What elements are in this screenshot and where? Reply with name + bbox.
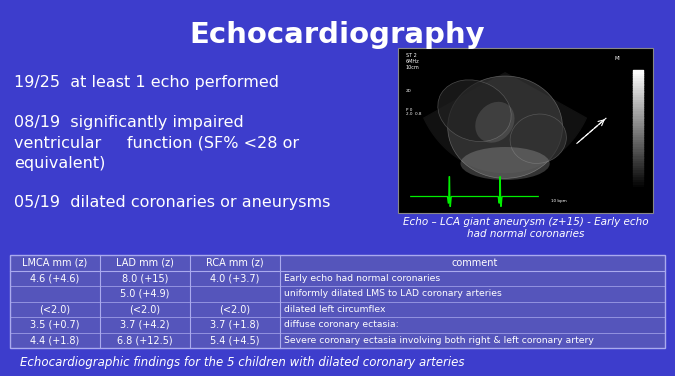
Text: Echocardiography: Echocardiography (189, 21, 485, 49)
Text: 5.4 (+4.5): 5.4 (+4.5) (210, 335, 260, 345)
Text: Early echo had normal coronaries: Early echo had normal coronaries (284, 274, 440, 283)
Text: MI: MI (615, 56, 620, 61)
Text: (<2.0): (<2.0) (219, 304, 250, 314)
Text: Echocardiographic findings for the 5 children with dilated coronary arteries: Echocardiographic findings for the 5 chi… (20, 356, 464, 369)
Text: diffuse coronary ectasia:: diffuse coronary ectasia: (284, 320, 399, 329)
Text: 3.5 (+0.7): 3.5 (+0.7) (30, 320, 80, 330)
Text: RCA mm (z): RCA mm (z) (206, 258, 264, 268)
Text: Severe coronary ectasia involving both right & left coronary artery: Severe coronary ectasia involving both r… (284, 336, 594, 345)
Text: comment: comment (452, 258, 498, 268)
Ellipse shape (448, 76, 562, 178)
Ellipse shape (475, 102, 514, 143)
Text: dilated left circumflex: dilated left circumflex (284, 305, 385, 314)
Text: 4.0 (+3.7): 4.0 (+3.7) (211, 273, 260, 283)
Text: uniformly dilated LMS to LAD coronary arteries: uniformly dilated LMS to LAD coronary ar… (284, 289, 502, 298)
Text: 8.0 (+15): 8.0 (+15) (122, 273, 168, 283)
Text: 05/19  dilated coronaries or aneurysms: 05/19 dilated coronaries or aneurysms (14, 195, 330, 210)
Text: 3.7 (+4.2): 3.7 (+4.2) (120, 320, 169, 330)
Polygon shape (424, 73, 587, 173)
Ellipse shape (438, 80, 511, 142)
Text: (<2.0): (<2.0) (39, 304, 71, 314)
Text: 2D



P 0
2.0  0.8: 2D P 0 2.0 0.8 (406, 89, 421, 116)
Text: 4.4 (+1.8): 4.4 (+1.8) (30, 335, 80, 345)
Text: (<2.0): (<2.0) (130, 304, 161, 314)
Text: 10 bpm: 10 bpm (551, 199, 567, 203)
Text: 5.0 (+4.9): 5.0 (+4.9) (120, 289, 169, 299)
Text: 08/19  significantly impaired
ventricular     function (SF% <28 or
equivalent): 08/19 significantly impaired ventricular… (14, 115, 299, 171)
Text: Echo – LCA giant aneurysm (z+15) - Early echo
had normal coronaries: Echo – LCA giant aneurysm (z+15) - Early… (403, 217, 648, 240)
Ellipse shape (510, 114, 566, 164)
Text: LAD mm (z): LAD mm (z) (116, 258, 174, 268)
Text: ST 2
6MHz
10cm: ST 2 6MHz 10cm (406, 53, 419, 70)
Ellipse shape (460, 147, 549, 180)
Text: LMCA mm (z): LMCA mm (z) (22, 258, 88, 268)
Text: 4.6 (+4.6): 4.6 (+4.6) (30, 273, 80, 283)
Text: 3.7 (+1.8): 3.7 (+1.8) (211, 320, 260, 330)
Text: 19/25  at least 1 echo performed: 19/25 at least 1 echo performed (14, 75, 279, 90)
Text: 6.8 (+12.5): 6.8 (+12.5) (117, 335, 173, 345)
Bar (10, 255, 665, 348)
Bar (398, 48, 653, 213)
